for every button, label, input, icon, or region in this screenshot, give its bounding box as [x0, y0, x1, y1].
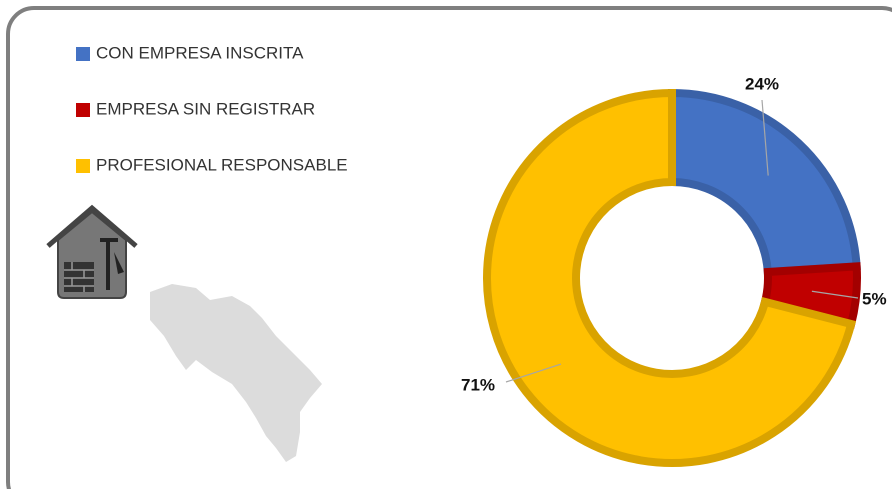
legend-swatch	[76, 103, 90, 117]
value-label: 71%	[461, 375, 495, 394]
value-label: 5%	[862, 289, 887, 308]
legend-text: EMPRESA SIN REGISTRAR	[96, 99, 315, 118]
leader-line	[811, 290, 859, 299]
leader-line	[505, 363, 562, 383]
donut-segment	[483, 88, 857, 467]
legend-text: CON EMPRESA INSCRITA	[96, 43, 304, 62]
house-icon	[46, 204, 138, 299]
value-label: 24%	[745, 74, 779, 93]
donut-segment	[668, 88, 861, 277]
map	[150, 284, 322, 462]
legend-text: PROFESIONAL RESPONSABLE	[96, 155, 348, 174]
legend-swatch	[76, 47, 90, 61]
legend-swatch	[76, 159, 90, 173]
leader-line	[761, 99, 769, 176]
